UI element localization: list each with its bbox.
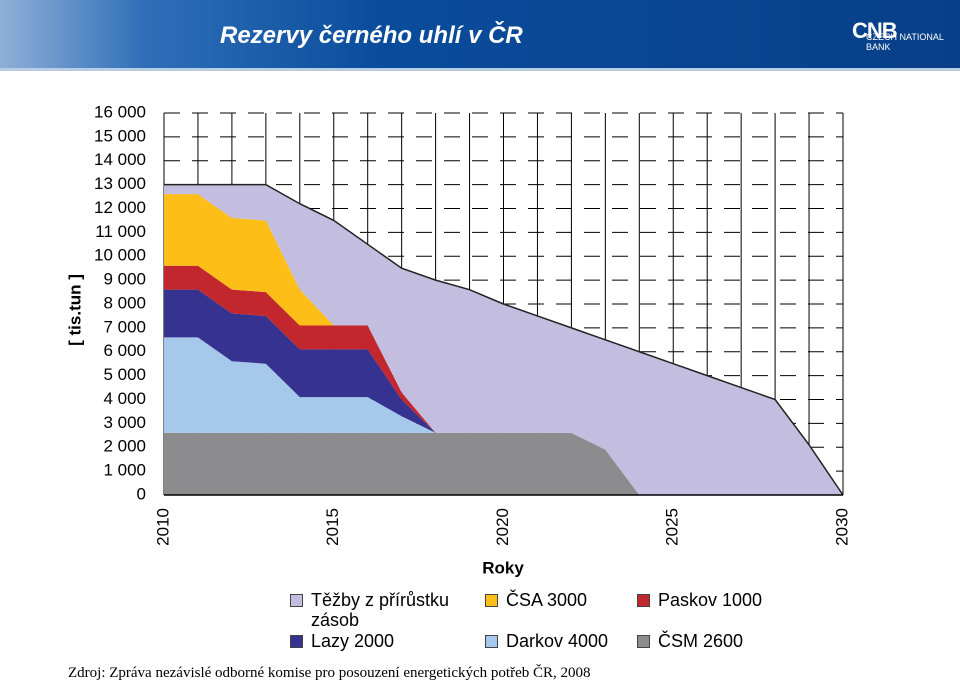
x-axis-label: Roky [482,558,524,577]
legend-item: Paskov 1000 [637,590,823,610]
area [164,194,843,496]
y-tick-label: 4 000 [103,389,146,408]
legend-swatch [290,594,303,607]
area-outline [164,183,844,496]
legend-item: Lazy 2000 [290,631,476,651]
legend-label: Těžby z přírůstku zásob [311,590,450,630]
header-bar: Rezervy černého uhlí v ČR CNB CZECH NATI… [0,0,960,71]
x-tick-label: 2030 [832,508,851,546]
y-tick-label: 6 000 [103,341,146,360]
area [164,337,843,495]
legend-label: ČSA 3000 [506,590,588,610]
y-tick-label: 7 000 [103,317,146,336]
legend-label: Darkov 4000 [506,631,609,651]
legend-item: Těžby z přírůstku zásob [290,590,476,630]
x-tick-label: 2025 [663,508,682,546]
area [164,289,843,495]
legend-swatch [290,635,303,648]
legend-label: Lazy 2000 [311,631,395,651]
y-tick-label: 10 000 [94,246,146,265]
legend-swatch [637,635,650,648]
legend-item: ČSM 2600 [637,631,823,651]
slide-title: Rezervy černého uhlí v ČR [220,22,523,49]
x-tick-label: 2010 [153,508,172,546]
y-tick-label: 1 000 [103,461,146,480]
area [164,432,843,495]
y-tick-label: 0 [137,484,146,503]
y-tick-label: 14 000 [94,150,146,169]
legend-swatch [485,635,498,648]
y-tick-label: 16 000 [94,102,146,121]
logo: CNB [852,18,898,43]
y-tick-label: 2 000 [103,437,146,456]
legend-swatch [485,594,498,607]
logo-subtitle: CZECH NATIONAL BANK [866,32,944,52]
x-tick-label: 2015 [323,508,342,546]
legend-swatch [637,594,650,607]
legend-label: ČSM 2600 [658,631,744,651]
y-tick-label: 3 000 [103,413,146,432]
y-tick-label: 8 000 [103,293,146,312]
area [164,184,843,495]
y-tick-label: 9 000 [103,270,146,289]
legend-label: Paskov 1000 [658,590,763,610]
y-tick-label: 13 000 [94,174,146,193]
legend-item: ČSA 3000 [485,590,671,610]
y-tick-label: 5 000 [103,365,146,384]
y-tick-label: 12 000 [94,198,146,217]
y-tick-label: 15 000 [94,126,146,145]
source: Zdroj: Zpráva nezávislé odborné komise p… [68,665,591,681]
y-tick-label: 11 000 [95,222,146,241]
legend-item: Darkov 4000 [485,631,671,651]
x-tick-label: 2020 [493,508,512,546]
y-axis-label: [ tis.tun ] [65,274,84,346]
